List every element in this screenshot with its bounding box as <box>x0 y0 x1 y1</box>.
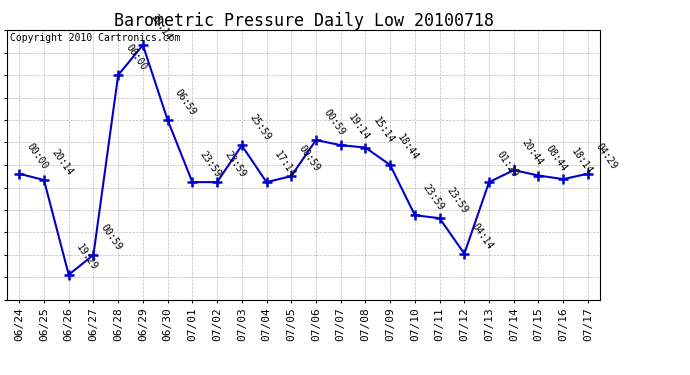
Text: 17:14: 17:14 <box>272 150 297 179</box>
Text: 18:14: 18:14 <box>569 147 594 176</box>
Text: 23:59: 23:59 <box>223 150 248 179</box>
Title: Barometric Pressure Daily Low 20100718: Barometric Pressure Daily Low 20100718 <box>114 12 493 30</box>
Text: 19:14: 19:14 <box>346 112 371 142</box>
Text: 00:59: 00:59 <box>297 144 322 173</box>
Text: 23:59: 23:59 <box>445 186 470 216</box>
Text: 15:14: 15:14 <box>371 115 396 145</box>
Text: 23:59: 23:59 <box>420 183 446 212</box>
Text: Copyright 2010 Cartronics.com: Copyright 2010 Cartronics.com <box>10 33 180 43</box>
Text: 20:44: 20:44 <box>520 138 544 167</box>
Text: 00:00: 00:00 <box>25 141 50 171</box>
Text: 25:59: 25:59 <box>247 113 273 142</box>
Text: 06:59: 06:59 <box>173 87 198 117</box>
Text: 06:00: 06:00 <box>124 42 149 72</box>
Text: 00:59: 00:59 <box>99 222 124 252</box>
Text: 20:14: 20:14 <box>50 147 75 177</box>
Text: 19:29: 19:29 <box>75 242 99 272</box>
Text: 04:29: 04:29 <box>593 141 618 171</box>
Text: 20:14: 20:14 <box>148 12 173 42</box>
Text: 23:59: 23:59 <box>198 150 223 179</box>
Text: 01:29: 01:29 <box>495 150 520 179</box>
Text: 00:59: 00:59 <box>322 108 346 137</box>
Text: 04:14: 04:14 <box>470 221 495 251</box>
Text: 08:44: 08:44 <box>544 143 569 173</box>
Text: 18:44: 18:44 <box>395 132 421 162</box>
